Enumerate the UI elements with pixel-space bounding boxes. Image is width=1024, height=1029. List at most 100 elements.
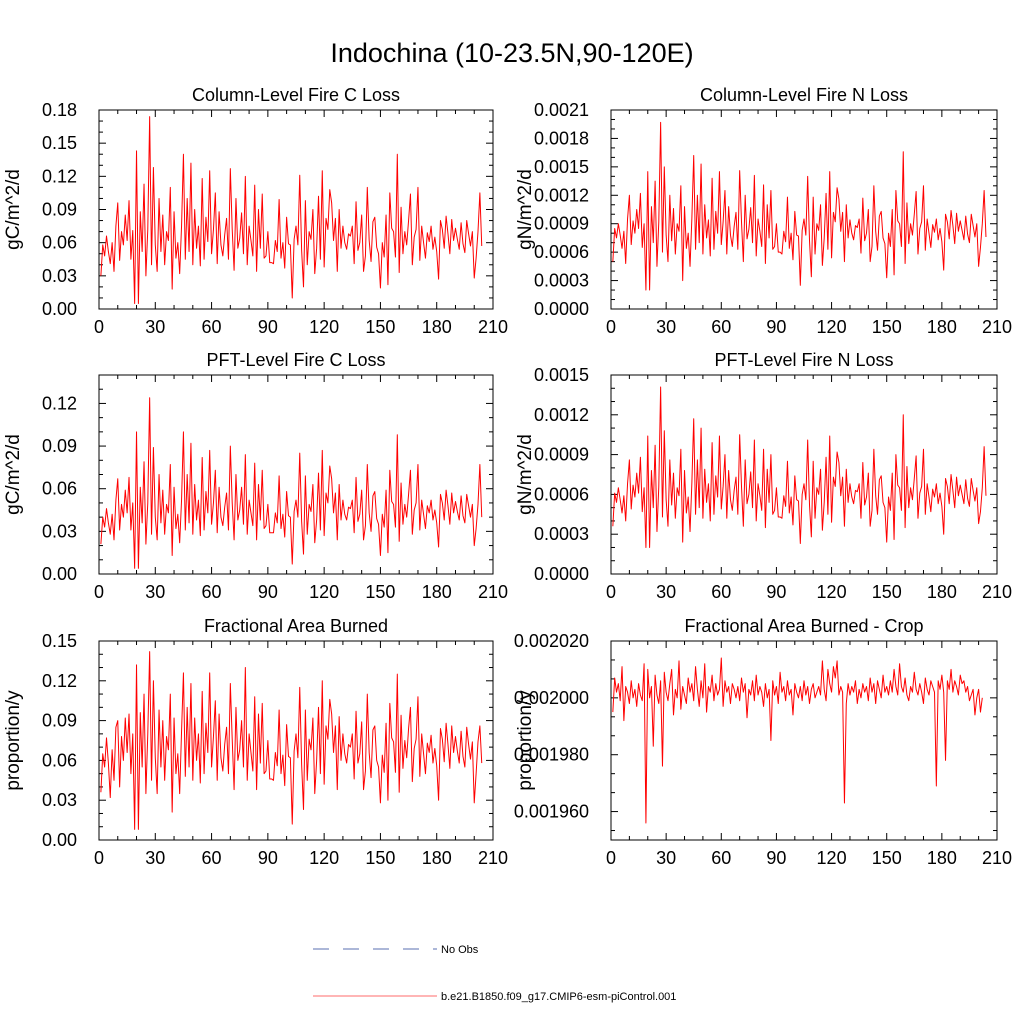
y-tick-label: 0.06 <box>42 233 77 253</box>
y-tick-label: 0.0000 <box>534 564 589 584</box>
x-tick-label: 90 <box>766 848 786 868</box>
x-tick-label: 120 <box>817 848 847 868</box>
x-tick-label: 90 <box>766 317 786 337</box>
series-line-1 <box>100 116 483 304</box>
panel-title: PFT-Level Fire C Loss <box>206 350 385 370</box>
y-axis-label: gN/m^2/d <box>515 434 536 515</box>
y-tick-label: 0.0009 <box>534 445 589 465</box>
x-tick-label: 150 <box>365 848 395 868</box>
y-axis-label: gC/m^2/d <box>3 169 24 250</box>
x-tick-label: 60 <box>202 848 222 868</box>
plot-frame <box>98 109 494 310</box>
y-tick-label: 0.0021 <box>534 100 589 120</box>
x-tick-label: 60 <box>202 317 222 337</box>
x-tick-label: 90 <box>258 848 278 868</box>
figure-title: Indochina (10-23.5N,90-120E) <box>330 38 693 68</box>
x-tick-label: 120 <box>817 582 847 602</box>
x-tick-label: 150 <box>365 317 395 337</box>
x-tick-label: 210 <box>478 582 508 602</box>
y-axis-label: gC/m^2/d <box>3 434 24 515</box>
y-tick-label: 0.0006 <box>534 484 589 504</box>
legend-label-model: b.e21.B1850.f09_g17.CMIP6-esm-piControl.… <box>441 991 676 1003</box>
x-tick-label: 0 <box>606 848 616 868</box>
x-tick-label: 60 <box>711 582 731 602</box>
x-tick-label: 30 <box>656 582 676 602</box>
y-tick-label: 0.0006 <box>534 242 589 262</box>
x-tick-label: 0 <box>94 848 104 868</box>
panel-4: PFT-Level Fire N Loss gN/m^2/d 0 30 60 90 120 1… <box>515 350 1012 602</box>
y-tick-label: 0.03 <box>42 521 77 541</box>
x-tick-label: 150 <box>872 848 902 868</box>
x-tick-label: 120 <box>309 317 339 337</box>
y-axis-label: proportion/y <box>3 690 24 791</box>
series-line-1 <box>100 397 483 569</box>
x-tick-label: 180 <box>927 582 957 602</box>
x-tick-label: 0 <box>94 582 104 602</box>
y-tick-label: 0.002000 <box>514 688 589 708</box>
y-tick-label: 0.0003 <box>534 524 589 544</box>
y-tick-label: 0.03 <box>42 266 77 286</box>
x-tick-label: 30 <box>656 848 676 868</box>
panels: Column-Level Fire C Loss gC/m^2/d 0 30 60 90 1… <box>3 85 1012 868</box>
y-tick-label: 0.001960 <box>514 802 589 822</box>
x-tick-label: 90 <box>258 317 278 337</box>
y-tick-label: 0.15 <box>42 133 77 153</box>
x-tick-label: 150 <box>365 582 395 602</box>
panel-1: Column-Level Fire C Loss gC/m^2/d 0 30 60 90 1… <box>3 85 508 337</box>
y-tick-label: 0.15 <box>42 631 77 651</box>
y-tick-label: 0.0015 <box>534 157 589 177</box>
x-tick-label: 30 <box>145 848 165 868</box>
x-tick-label: 180 <box>422 582 452 602</box>
y-tick-label: 0.09 <box>42 436 77 456</box>
plot-frame <box>98 640 494 841</box>
x-tick-label: 0 <box>606 582 616 602</box>
x-tick-label: 120 <box>309 582 339 602</box>
x-tick-label: 60 <box>711 848 731 868</box>
panel-5: Fractional Area Burned proportion/y 0 30 60 9… <box>3 616 508 868</box>
y-tick-label: 0.0009 <box>534 214 589 234</box>
x-tick-label: 30 <box>145 317 165 337</box>
x-tick-label: 30 <box>145 582 165 602</box>
series-line-1 <box>612 386 987 548</box>
legend-label-no-obs: No Obs <box>441 944 479 956</box>
y-tick-label: 0.09 <box>42 711 77 731</box>
x-tick-label: 210 <box>478 848 508 868</box>
y-tick-label: 0.12 <box>42 166 77 186</box>
plot-frame <box>610 640 998 841</box>
x-tick-label: 180 <box>422 317 452 337</box>
x-tick-label: 90 <box>766 582 786 602</box>
x-tick-label: 180 <box>927 848 957 868</box>
panel-3: PFT-Level Fire C Loss gC/m^2/d 0 30 60 90 120 1… <box>3 350 508 602</box>
series-line-1 <box>100 651 483 830</box>
x-tick-label: 60 <box>711 317 731 337</box>
y-tick-label: 0.06 <box>42 479 77 499</box>
x-tick-label: 0 <box>94 317 104 337</box>
y-tick-label: 0.18 <box>42 100 77 120</box>
legend: No Obs b.e21.B1850.f09_g17.CMIP6-esm-piC… <box>313 944 676 1003</box>
y-tick-label: 0.12 <box>42 393 77 413</box>
x-tick-label: 210 <box>982 582 1012 602</box>
plot-frame <box>610 109 998 310</box>
series-line-1 <box>612 657 983 824</box>
y-tick-label: 0.0000 <box>534 299 589 319</box>
x-tick-label: 30 <box>656 317 676 337</box>
y-tick-label: 0.0018 <box>534 128 589 148</box>
y-tick-label: 0.0012 <box>534 185 589 205</box>
y-tick-label: 0.0003 <box>534 271 589 291</box>
x-tick-label: 120 <box>309 848 339 868</box>
y-tick-label: 0.12 <box>42 671 77 691</box>
panel-title: PFT-Level Fire N Loss <box>714 350 893 370</box>
y-tick-label: 0.06 <box>42 750 77 770</box>
x-tick-label: 180 <box>422 848 452 868</box>
y-tick-label: 0.001980 <box>514 745 589 765</box>
panel-2: Column-Level Fire N Loss gN/m^2/d 0 30 60 90 1… <box>515 85 1012 337</box>
series-line-1 <box>612 121 987 291</box>
x-tick-label: 0 <box>606 317 616 337</box>
panel-title: Fractional Area Burned <box>204 616 388 636</box>
panel-6: Fractional Area Burned - Crop proportion/… <box>514 616 1012 868</box>
panel-title: Column-Level Fire C Loss <box>192 85 400 105</box>
x-tick-label: 60 <box>202 582 222 602</box>
panel-title: Column-Level Fire N Loss <box>700 85 908 105</box>
